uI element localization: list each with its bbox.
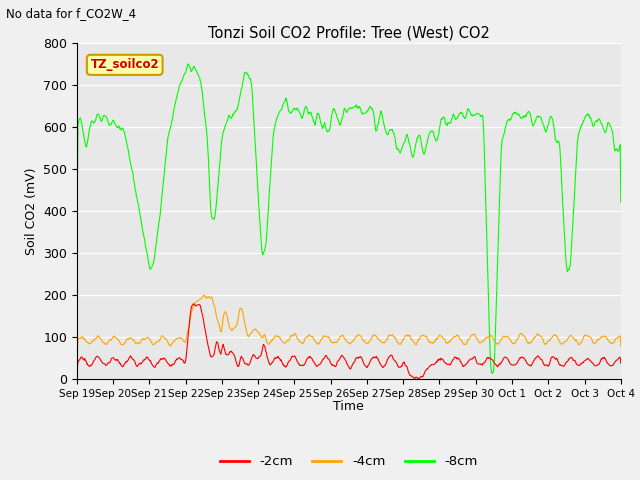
Text: No data for f_CO2W_4: No data for f_CO2W_4 xyxy=(6,7,136,20)
Text: TZ_soilco2: TZ_soilco2 xyxy=(90,59,159,72)
X-axis label: Time: Time xyxy=(333,400,364,413)
Y-axis label: Soil CO2 (mV): Soil CO2 (mV) xyxy=(24,168,38,255)
Legend: -2cm, -4cm, -8cm: -2cm, -4cm, -8cm xyxy=(214,450,483,473)
Title: Tonzi Soil CO2 Profile: Tree (West) CO2: Tonzi Soil CO2 Profile: Tree (West) CO2 xyxy=(208,25,490,41)
